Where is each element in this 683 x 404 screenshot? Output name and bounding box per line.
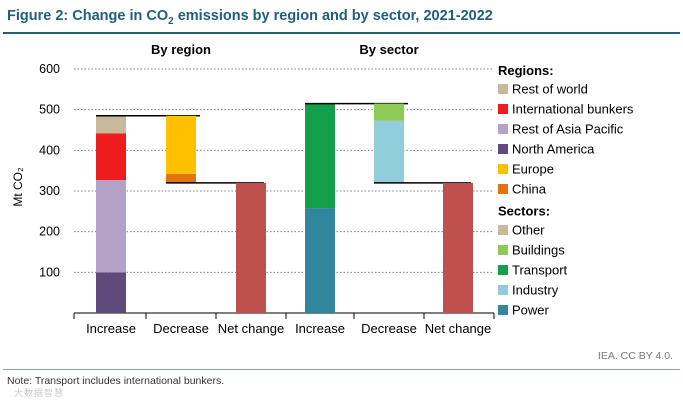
bar-decrease-industry (374, 120, 404, 183)
legend-label: Europe (512, 162, 554, 177)
legend-swatch (498, 84, 508, 94)
legend-label: China (512, 182, 547, 197)
title-rule (3, 32, 680, 34)
legend-regions-title: Regions: (498, 63, 554, 78)
bar-increase-north-america (96, 272, 126, 313)
bottom-rule (3, 369, 680, 370)
chart-area: 100 200 300 400 500 600 Mt CO₂ By region Increas… (11, 42, 634, 336)
legend-label: Power (512, 303, 550, 318)
figure-title: Figure 2: Change in CO2 emissions by reg… (7, 8, 493, 27)
legend-swatch (498, 144, 508, 154)
panel-title: By sector (359, 42, 418, 57)
y-tick-label: 100 (39, 265, 60, 279)
legend-swatch (498, 184, 508, 194)
y-tick-label: 500 (39, 103, 60, 117)
legend-swatch (498, 245, 508, 255)
legend-swatch (498, 285, 508, 295)
legend-label: Other (512, 223, 545, 238)
legend-label: Buildings (512, 243, 565, 258)
legend-swatch (498, 124, 508, 134)
bar-increase-rest-of-world (96, 115, 126, 134)
legend-label: Transport (512, 263, 568, 278)
source-credit: IEA. CC BY 4.0. (597, 350, 673, 362)
legend-sectors-title: Sectors: (498, 204, 550, 219)
x-category-label: Increase (86, 321, 136, 336)
y-tick-label: 300 (39, 184, 60, 198)
bar-net-change (236, 182, 266, 313)
bar-decrease-buildings (374, 103, 404, 121)
panel-title: By region (151, 42, 211, 57)
legend-swatch (498, 305, 508, 315)
bar-increase-rest-of-asia-pacific (96, 180, 126, 273)
figure-title-prefix: Figure 2: Change in CO (7, 8, 169, 24)
bar-decrease-china (166, 173, 196, 183)
bar-net-change (443, 182, 473, 313)
footnote: Note: Transport includes international b… (7, 375, 225, 387)
legend-label: North America (512, 142, 595, 157)
bar-increase-transport (305, 103, 335, 209)
legend-label: Rest of Asia Pacific (512, 122, 624, 137)
figure-title-subscript: 2 (168, 15, 174, 27)
watermark: 大数据智慧 (14, 388, 65, 398)
bar-decrease-europe (166, 115, 196, 174)
legend-label: International bunkers (512, 102, 634, 117)
x-category-label: Increase (295, 321, 345, 336)
y-tick-label: 400 (39, 143, 60, 157)
y-tick-label: 200 (39, 225, 60, 239)
x-category-label: Decrease (361, 321, 417, 336)
legend-swatch (498, 104, 508, 114)
y-tick-label: 600 (39, 62, 60, 76)
legend-swatch (498, 265, 508, 275)
x-category-label: Decrease (153, 321, 209, 336)
legend-swatch (498, 164, 508, 174)
legend-label: Industry (512, 283, 559, 298)
legend-label: Rest of world (512, 82, 588, 97)
legend-swatch (498, 225, 508, 235)
x-category-label: Net change (425, 321, 492, 336)
bar-increase-international-bunkers (96, 133, 126, 181)
figure-title-suffix: emissions by region and by sector, 2021-… (173, 8, 493, 24)
x-category-label: Net change (218, 321, 285, 336)
y-axis-title: Mt CO₂ (11, 167, 25, 207)
bar-increase-power (305, 208, 335, 313)
